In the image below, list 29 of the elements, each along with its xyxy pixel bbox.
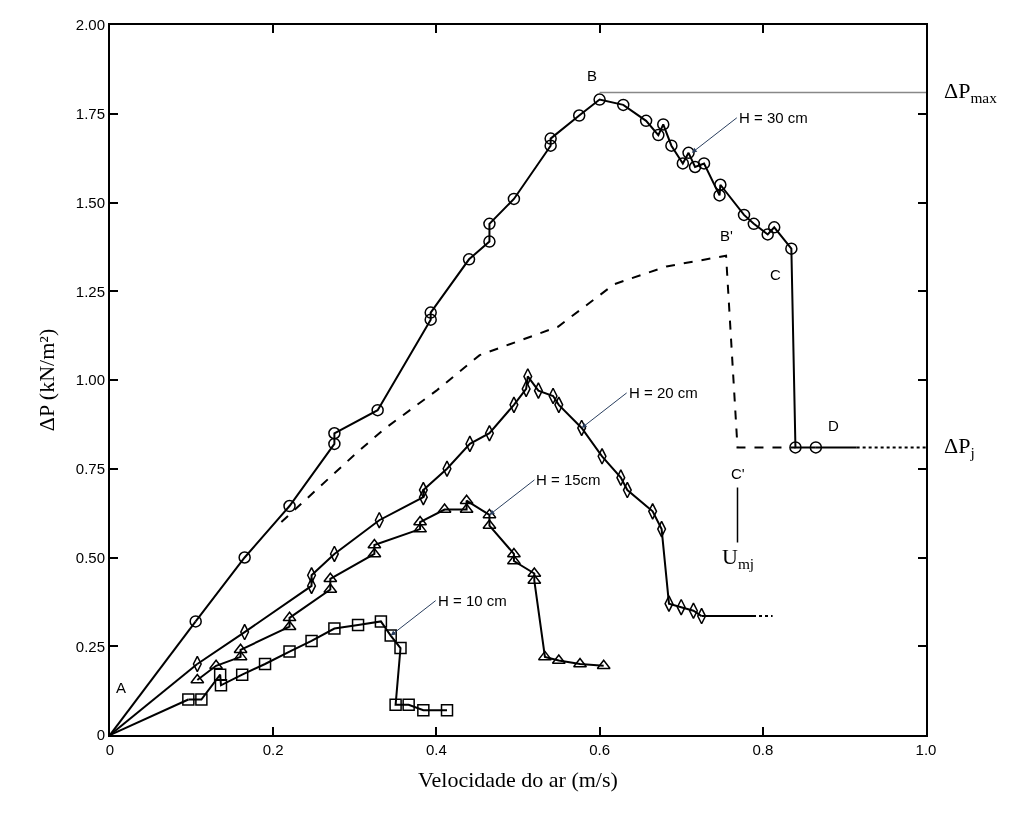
annotation: U$_{mj}$ — [722, 544, 755, 572]
annotation: H = 20 cm — [629, 384, 698, 401]
y-tick-label: 1.75 — [75, 105, 105, 122]
annotation: D — [828, 417, 839, 434]
annotation: H = 15cm — [536, 471, 601, 488]
y-tick-label: 2.00 — [75, 16, 105, 34]
y-tick-label: 0.25 — [75, 637, 105, 655]
y-tick-label: 1.25 — [75, 282, 105, 300]
y-tick-label: 1.50 — [75, 193, 105, 211]
annotation: ΔP$_{j}$ — [944, 433, 975, 461]
annotation: B' — [720, 227, 733, 244]
annotation: A — [116, 679, 127, 696]
x-axis-title: Velocidade do ar (m/s) — [418, 767, 618, 793]
x-tick-label: 0.6 — [589, 741, 611, 758]
y-axis-title: ΔP (kN/m²) — [34, 328, 60, 432]
annotation: H = 30 cm — [739, 109, 808, 126]
y-tick-label: 1.00 — [75, 371, 105, 389]
x-tick-label: 1.0 — [915, 741, 937, 758]
x-tick-label: 0.8 — [752, 741, 774, 758]
ref-line-label: ΔP$_{max}$ — [944, 78, 998, 106]
annotation: C — [770, 266, 781, 283]
annotation: C' — [731, 465, 745, 482]
y-tick-label: 0 — [96, 726, 105, 744]
annotation: B — [587, 67, 598, 84]
x-tick-label: 0.4 — [425, 741, 447, 758]
y-tick-label: 0.50 — [75, 548, 105, 566]
x-tick-label: 0.2 — [262, 741, 284, 758]
annotation: H = 10 cm — [438, 592, 507, 609]
y-tick-label: 0.75 — [75, 460, 105, 477]
